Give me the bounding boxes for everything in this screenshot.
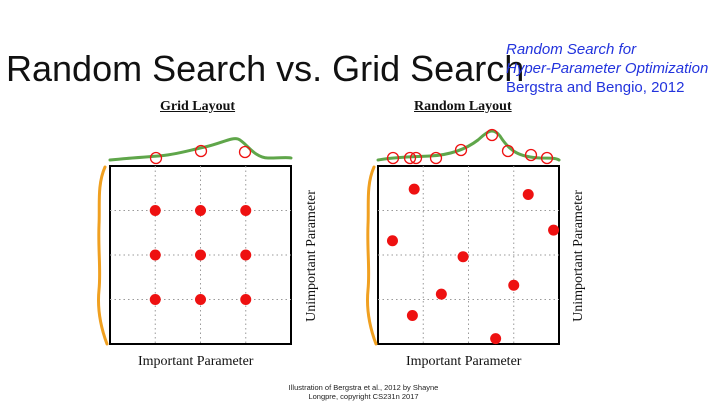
grid-sample-point-0 [149,205,161,216]
random-panel-title: Random Layout [414,99,512,114]
random-projected-sample-4 [454,143,468,157]
random-projected-sample-3 [429,151,443,165]
grid-panel-title: Grid Layout [160,99,236,114]
random-sample-point-7 [406,310,418,322]
grid-y-axis-label: Unimportant Parameter [304,190,319,322]
grid-projected-sample-1 [194,144,208,158]
footer-line-2: Longpre, copyright CS231n 2017 [308,392,419,401]
grid-projected-sample-2 [238,145,252,159]
random-y-axis-label: Unimportant Parameter [571,190,586,322]
slide-title: Random Search vs. Grid Search [6,48,525,89]
citation: Random Search for Hyper-Parameter Optimi… [506,40,708,97]
random-sample-point-5 [508,279,520,291]
random-sample-point-0 [408,183,420,195]
random-sample-point-3 [386,235,398,247]
random-projected-sample-1 [403,151,417,165]
random-projected-sample-2 [409,151,423,165]
grid-sample-point-3 [149,249,161,261]
grid-sample-point-1 [195,205,206,216]
random-projected-sample-6 [501,144,515,158]
grid-sample-point-6 [149,294,161,305]
random-sample-point-6 [435,288,447,300]
random-projected-sample-5 [485,128,499,142]
footer-credit: Illustration of Bergstra et al., 2012 by… [0,383,727,401]
grid-important-function-curve [108,137,293,162]
grid-sample-point-7 [195,294,206,305]
random-sample-point-1 [522,188,534,200]
random-projected-sample-7 [524,148,538,162]
footer-line-1: Illustration of Bergstra et al., 2012 by… [288,383,439,392]
random-important-function-curve [376,129,561,162]
grid-x-axis-label: Important Parameter [138,354,254,369]
random-sample-point-4 [457,251,469,263]
grid-sample-point-5 [240,249,252,261]
grid-projected-sample-0 [149,151,163,165]
grid-sample-point-2 [240,205,252,216]
random-x-axis-label: Important Parameter [406,354,522,369]
random-projected-sample-0 [386,151,400,165]
grid-sample-point-4 [195,249,206,261]
citation-line-3: Bergstra and Bengio, 2012 [506,79,685,96]
citation-line-2: Hyper-Parameter Optimization [506,60,709,77]
random-unimportant-function-curve [366,165,378,346]
citation-line-1: Random Search for [506,41,637,58]
random-sample-point-8 [490,333,502,345]
random-projected-sample-8 [540,151,554,165]
grid-unimportant-function-curve [97,165,109,346]
random-sample-point-2 [548,224,560,236]
grid-sample-point-8 [240,294,252,305]
